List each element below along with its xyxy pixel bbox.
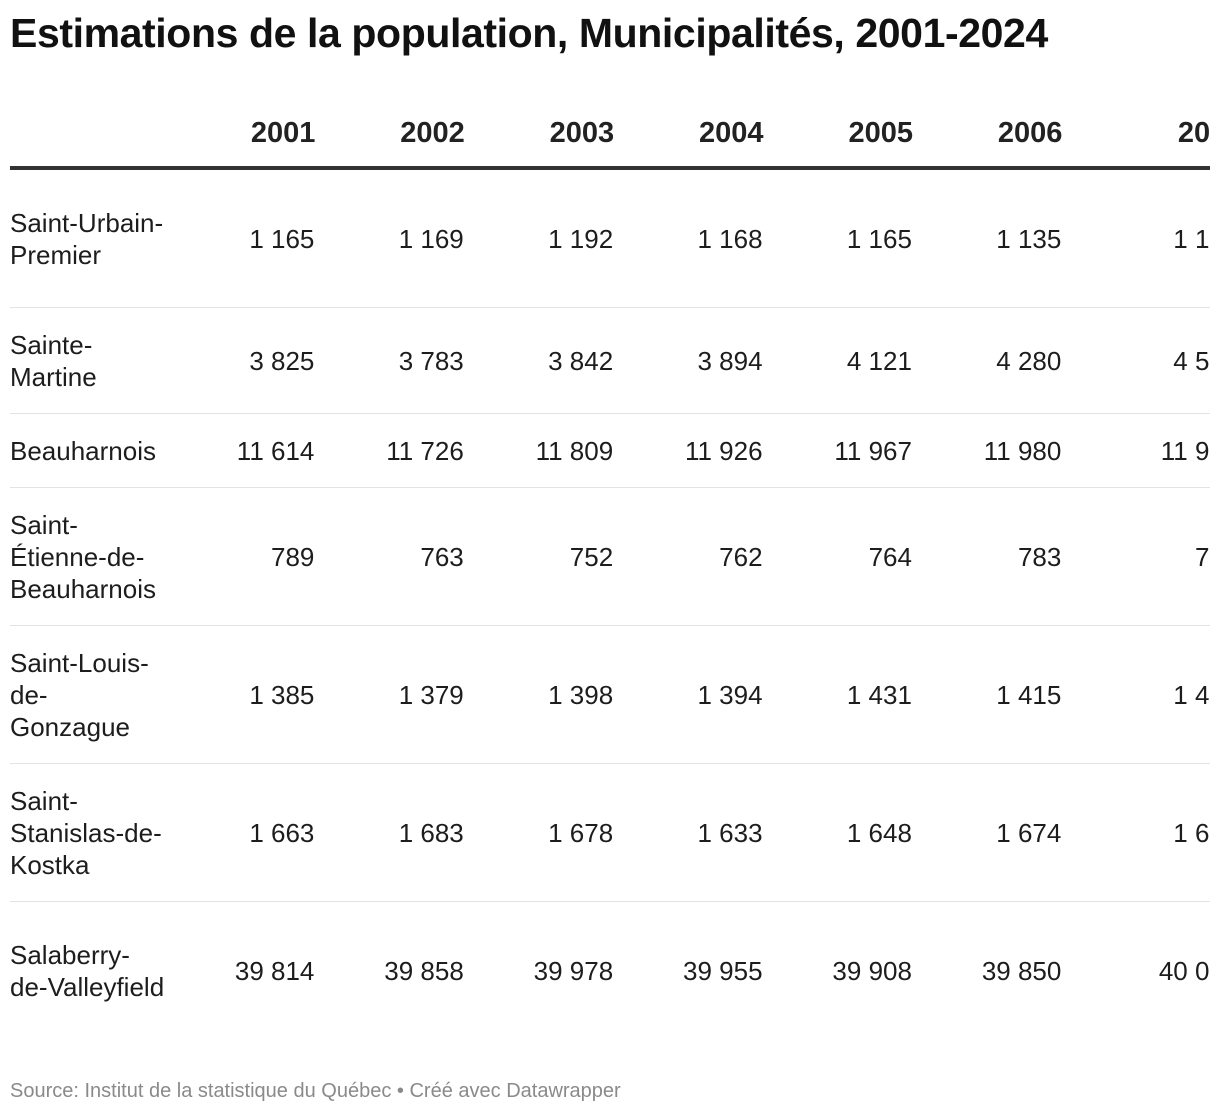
- table-row: Saint-Louis-de-Gonzague 1 385 1 379 1 398 1 …: [10, 625, 1210, 764]
- table-row: Beauharnois 11 614 11 726 11 809 11 926 11 96…: [10, 413, 1210, 488]
- population-value-cell: 1 394: [614, 625, 764, 764]
- population-value-cell: 1 168: [614, 168, 764, 308]
- column-header-2004[interactable]: 2004: [614, 100, 764, 170]
- population-value-cell: 789: [166, 487, 316, 626]
- population-value-cell: 752: [464, 487, 615, 626]
- column-header-name[interactable]: [10, 100, 166, 170]
- population-value-cell: 39 955: [683, 955, 763, 986]
- population-value-cell: 1 165: [763, 168, 913, 308]
- population-value-cell: 768: [1062, 487, 1210, 626]
- population-value-cell: 1 648: [763, 763, 913, 902]
- population-value-cell: 3 842: [464, 307, 615, 414]
- population-value-cell: 764: [763, 487, 913, 626]
- population-value-cell: 1 165: [166, 168, 316, 308]
- population-value-cell: 11 926: [614, 413, 764, 488]
- source-note: Source: Institut de la statistique du Qu…: [10, 1080, 621, 1103]
- column-header-2003[interactable]: 2003: [464, 100, 615, 170]
- population-value-cell: 762: [614, 487, 764, 626]
- population-value-cell: 3 825: [166, 307, 316, 414]
- table-body: Saint-Urbain-Premier 1 165 1 169 1 192 1 168…: [10, 168, 1210, 1039]
- table-row: Saint-Stanislas-de-Kostka 1 663 1 683 1 678…: [10, 763, 1210, 902]
- population-value-cell: 4 280: [912, 307, 1063, 414]
- population-value-cell: 1 415: [912, 625, 1063, 764]
- population-value-cell: 1 678: [464, 763, 615, 902]
- population-value-cell: 1 121: [1062, 168, 1210, 308]
- column-header-2002[interactable]: 2002: [315, 100, 465, 170]
- column-header-2001[interactable]: 2001: [166, 100, 316, 170]
- population-value-cell: 1 192: [464, 168, 615, 308]
- population-value-cell: 1 398: [464, 625, 615, 764]
- population-value-cell: 11 614: [166, 413, 316, 488]
- population-value-cell: 39 978: [533, 955, 614, 986]
- population-value-cell: 11 976: [1062, 413, 1210, 488]
- population-value-cell: 1 683: [315, 763, 465, 902]
- header-row: 2001 2002 2003 2004 2005 2006 2007: [10, 100, 1210, 170]
- population-value-cell: 1 633: [614, 763, 764, 902]
- municipality-name-cell: Saint-Louis-de-Gonzague: [10, 625, 166, 764]
- population-value-cell: 3 894: [614, 307, 764, 414]
- population-value-cell: 1 674: [912, 763, 1063, 902]
- population-value-cell: 1 646: [1062, 763, 1210, 902]
- population-value-cell: 39 908: [832, 955, 912, 986]
- population-value-cell: 1 169: [315, 168, 465, 308]
- chart-title: Estimations de la population, Municipali…: [10, 10, 1048, 56]
- population-value-cell: 783: [912, 487, 1063, 626]
- municipality-name-cell: Saint-Urbain-Premier: [10, 168, 166, 308]
- table-row: Saint-Étienne-de-Beauharnois 789 763 752 762…: [10, 487, 1210, 626]
- population-value-cell: 11 726: [315, 413, 465, 488]
- municipality-name-cell: Saint-Étienne-de-Beauharnois: [10, 487, 166, 626]
- population-value-cell: 1 663: [166, 763, 316, 902]
- column-header-2007[interactable]: 2007: [1062, 100, 1210, 170]
- population-value-cell: 763: [315, 487, 465, 626]
- population-value-cell: 3 783: [315, 307, 465, 414]
- column-header-2006[interactable]: 2006: [912, 100, 1063, 170]
- population-value-cell: 1 135: [912, 168, 1063, 308]
- population-value-cell: 11 980: [912, 413, 1063, 488]
- source-separator: •: [396, 1080, 404, 1102]
- column-header-2005[interactable]: 2005: [763, 100, 913, 170]
- municipality-name-cell: Saint-Stanislas-de-Kostka: [10, 763, 166, 902]
- table-row: Sainte-Martine 3 825 3 783 3 842 3 894 4 121 4…: [10, 307, 1210, 414]
- table-row: Saint-Urbain-Premier 1 165 1 169 1 192 1 168…: [10, 168, 1210, 308]
- population-value-cell: 39 814: [234, 955, 315, 986]
- population-value-cell: 1 379: [315, 625, 465, 764]
- population-table: 2001 2002 2003 2004 2005 2006 2007 Saint…: [10, 100, 1210, 1039]
- population-value-cell: 40 007: [1158, 955, 1210, 986]
- population-value-cell: 1 437: [1062, 625, 1210, 764]
- population-value-cell: 1 385: [166, 625, 316, 764]
- municipality-name-cell: Salaberry-de-Valleyfield: [10, 939, 165, 1002]
- table-row: Salaberry-de-Valleyfield 39 814 39 858 39 9…: [10, 902, 1210, 1040]
- municipality-name-cell: Beauharnois: [10, 413, 166, 488]
- population-value-cell: 39 858: [384, 955, 464, 986]
- population-value-cell: 11 967: [763, 413, 913, 488]
- data-table-container: 2001 2002 2003 2004 2005 2006 2007 Saint…: [10, 100, 1210, 1039]
- population-value-cell: 39 850: [981, 955, 1062, 986]
- datawrapper-credit[interactable]: Créé avec Datawrapper: [409, 1080, 621, 1102]
- source-label: Source: Institut de la statistique du Qu…: [10, 1080, 392, 1102]
- population-value-cell: 11 809: [464, 413, 615, 488]
- population-value-cell: 1 431: [763, 625, 913, 764]
- population-value-cell: 4 121: [763, 307, 913, 414]
- population-value-cell: 4 513: [1062, 307, 1210, 414]
- municipality-name-cell: Sainte-Martine: [10, 307, 166, 414]
- table-header: 2001 2002 2003 2004 2005 2006 2007: [10, 100, 1210, 170]
